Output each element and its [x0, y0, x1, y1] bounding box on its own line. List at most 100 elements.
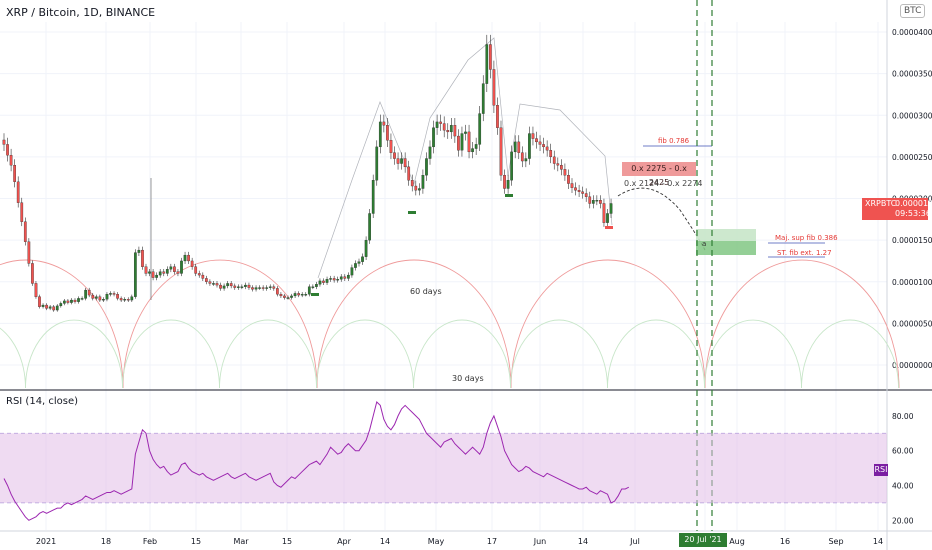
candle-body [13, 165, 16, 182]
candle-body [311, 286, 315, 288]
candle-body [116, 294, 119, 299]
candle-body [460, 133, 464, 151]
price-range-box-upper[interactable]: 0.x 2275 - 0.x 2425 [622, 162, 696, 187]
candle-body [87, 289, 91, 296]
candle-body [297, 293, 301, 296]
candle-body [453, 125, 457, 137]
candle-body [439, 121, 443, 124]
candle-body [6, 144, 9, 156]
candle-body [524, 158, 528, 162]
cycle-arc-30-days [219, 319, 317, 389]
candle-body [9, 155, 13, 166]
candle-body [283, 295, 286, 298]
candle-body [393, 152, 396, 159]
candle-body [165, 269, 169, 274]
candle-body [350, 267, 354, 276]
zigzag-line [317, 37, 613, 279]
candle-body [130, 296, 134, 301]
candle-body [123, 299, 127, 301]
candle-body [488, 44, 492, 70]
candle-body [432, 127, 435, 148]
candle-body [148, 271, 151, 274]
candle-body [265, 287, 269, 289]
cycle-arc-60-days [704, 259, 900, 389]
candle-body [528, 133, 531, 159]
price-range-box-lower[interactable]: 0.x 2124 - 0.x 2274 [624, 179, 703, 188]
cycle-arc-30-days [316, 319, 414, 389]
candle-body [577, 190, 581, 192]
candle-body [20, 202, 24, 222]
candle-body [304, 294, 308, 296]
cycle-arc-30-days [122, 319, 220, 389]
candle-body [2, 139, 6, 145]
target-zone-lower [696, 241, 756, 255]
candle-body [464, 131, 467, 134]
rsi-indicator-title[interactable]: RSI (14, close) [6, 396, 79, 407]
candle-body [400, 158, 403, 164]
candle-body [258, 287, 261, 289]
pivot-marker [408, 211, 416, 214]
candle-body [485, 44, 489, 84]
candle-body [595, 200, 599, 202]
candle-body [52, 306, 56, 311]
x-tick-label: Feb [143, 537, 157, 546]
candle-body [162, 271, 166, 274]
candle-body [45, 304, 48, 309]
candle-body [584, 193, 588, 197]
candle-body [194, 266, 198, 274]
candle-body [137, 249, 141, 253]
candle-body [336, 279, 340, 281]
candle-body [417, 188, 421, 191]
chart-title: XRP / Bitcoin, 1D, BINANCE [6, 6, 156, 19]
candle-body [226, 283, 229, 287]
rsi-tick-label: 80.00 [892, 412, 914, 421]
x-tick-label: Jul [629, 537, 640, 546]
candle-body [112, 293, 116, 295]
price-tag-countdown: 09:53:36 [895, 209, 931, 218]
candle-body [329, 278, 332, 280]
candle-body [190, 260, 194, 267]
candle-body [173, 266, 176, 272]
target-zone-upper [696, 229, 756, 241]
candle-body [315, 284, 318, 287]
short-term-fib-ext-label[interactable]: ST. fib ext. 1.27 [777, 249, 832, 257]
candle-body [236, 286, 240, 288]
candle-body [339, 276, 343, 280]
currency-badge[interactable]: BTC [900, 4, 926, 18]
candle-body [570, 183, 574, 188]
candle-body [389, 140, 393, 153]
candle-body [506, 180, 510, 189]
candle-body [59, 303, 63, 307]
candle-body [201, 274, 205, 279]
candle-body [91, 294, 95, 299]
candle-body [38, 296, 41, 307]
fib-786-label[interactable]: fib 0.786 [658, 137, 690, 145]
candle-body [48, 306, 52, 309]
candle-body [435, 121, 439, 128]
candle-body [180, 260, 183, 274]
candle-body [425, 158, 428, 176]
forecast-point-label: a [702, 240, 707, 248]
candle-body [66, 300, 70, 303]
candle-body [496, 105, 499, 128]
x-tick-label: 16 [780, 537, 790, 546]
rsi-tick-label: 40.00 [892, 481, 914, 490]
candle-body [109, 293, 112, 295]
candle-body [471, 148, 474, 153]
candle-body [300, 294, 304, 296]
candle-body [478, 113, 482, 145]
candle-body [343, 276, 347, 279]
last-price-tag: XRPBTC 0.00001941 09:53:36 [862, 198, 932, 220]
x-tick-label: 18 [101, 537, 111, 546]
major-support-fib-label[interactable]: Maj. sup fib 0.386 [775, 234, 838, 242]
candle-body [407, 166, 411, 181]
candle-body [286, 297, 290, 299]
candle-body [155, 274, 158, 278]
candle-body [254, 287, 258, 290]
candle-body [552, 156, 556, 164]
